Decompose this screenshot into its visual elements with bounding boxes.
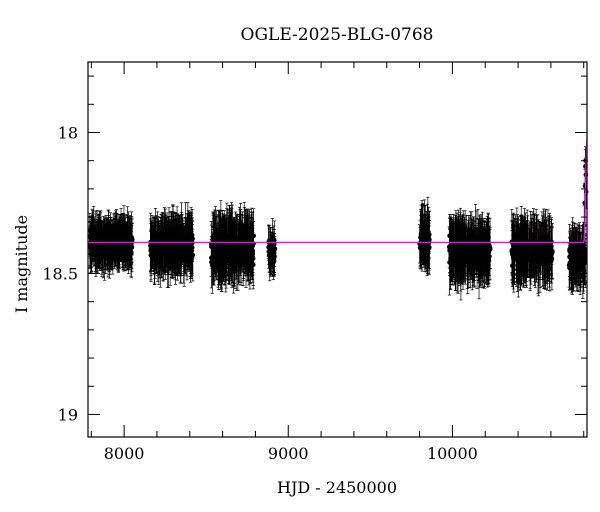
point-marker (173, 247, 178, 252)
data-point (165, 231, 170, 288)
data-point (125, 233, 131, 271)
point-marker (93, 230, 99, 236)
point-marker (165, 237, 171, 243)
point-marker (98, 243, 104, 249)
data-point (173, 225, 178, 274)
point-marker (152, 247, 158, 252)
point-marker (186, 235, 191, 241)
data-point (127, 226, 133, 267)
point-marker (90, 237, 96, 243)
plot-area (87, 138, 589, 301)
point-marker (249, 250, 255, 256)
point-marker (227, 253, 233, 259)
data-point (155, 211, 160, 263)
point-marker (267, 247, 273, 252)
point-marker (422, 226, 427, 232)
point-marker (165, 257, 170, 262)
data-point (122, 222, 127, 258)
point-marker (183, 242, 188, 248)
data-point (98, 222, 104, 270)
point-marker (175, 251, 181, 257)
data-point (183, 217, 188, 274)
data-point (113, 225, 119, 264)
point-marker (210, 235, 216, 240)
point-marker (419, 236, 424, 241)
point-marker (222, 250, 228, 255)
point-marker (152, 243, 157, 249)
point-marker (240, 236, 245, 241)
data-point (152, 220, 158, 279)
data-point (102, 233, 107, 281)
point-marker (102, 254, 107, 260)
data-point (90, 223, 96, 257)
point-marker (168, 233, 174, 239)
data-point (172, 215, 178, 261)
point-marker (96, 234, 101, 240)
data-point (87, 220, 93, 253)
data-point (152, 225, 157, 266)
point-marker (158, 237, 164, 243)
point-marker (87, 228, 93, 233)
point-marker (113, 242, 119, 247)
point-marker (117, 236, 122, 242)
data-point (158, 223, 164, 258)
point-marker (93, 242, 98, 248)
data-point (117, 217, 122, 261)
point-marker (245, 248, 250, 254)
point-marker (248, 243, 254, 249)
point-marker (129, 235, 134, 241)
point-marker (122, 237, 127, 243)
point-marker (188, 258, 194, 263)
point-marker (213, 245, 219, 251)
point-marker (172, 236, 178, 241)
point-marker (160, 229, 165, 235)
data-point (165, 216, 171, 264)
point-marker (246, 262, 252, 268)
data-point (175, 234, 181, 274)
point-marker (164, 243, 169, 249)
data-point (96, 217, 101, 258)
chart-title: OGLE-2025-BLG-0768 (241, 25, 434, 45)
point-marker (155, 234, 160, 240)
data-point (93, 224, 98, 266)
point-marker (225, 246, 231, 252)
data-point (168, 211, 174, 260)
point-marker (125, 249, 131, 255)
point-marker (127, 244, 133, 249)
point-marker (271, 256, 277, 261)
data-point (129, 216, 134, 260)
point-marker (223, 258, 229, 264)
point-marker (87, 234, 93, 239)
point-marker (182, 250, 187, 255)
